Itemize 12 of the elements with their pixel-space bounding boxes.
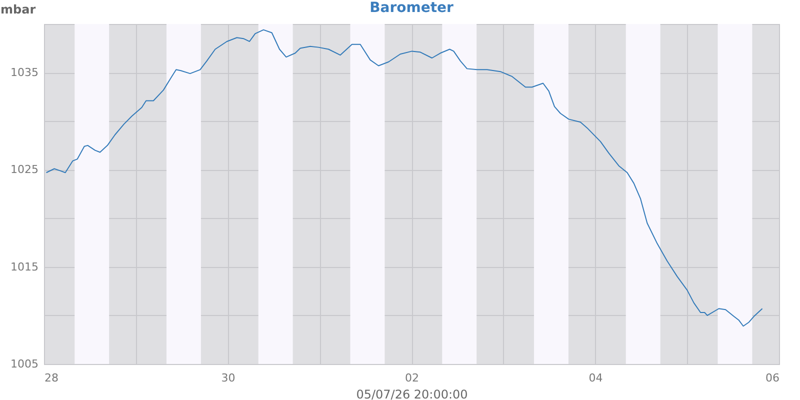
- x-tick-label: 04: [588, 372, 603, 384]
- x-tick-label: 30: [221, 372, 236, 384]
- y-tick-label: 1025: [10, 163, 38, 176]
- x-tick-label: 02: [405, 372, 419, 384]
- y-tick-label: 1015: [10, 260, 38, 274]
- x-tick-label: 06: [766, 372, 780, 384]
- y-axis-title: mbar: [0, 2, 36, 16]
- y-tick-label: 1035: [10, 66, 38, 80]
- chart-title: Barometer: [370, 0, 454, 16]
- y-tick-label: 1005: [10, 358, 38, 370]
- x-tick-label: 28: [44, 372, 58, 384]
- x-axis-title: 05/07/26 20:00:00: [356, 388, 468, 400]
